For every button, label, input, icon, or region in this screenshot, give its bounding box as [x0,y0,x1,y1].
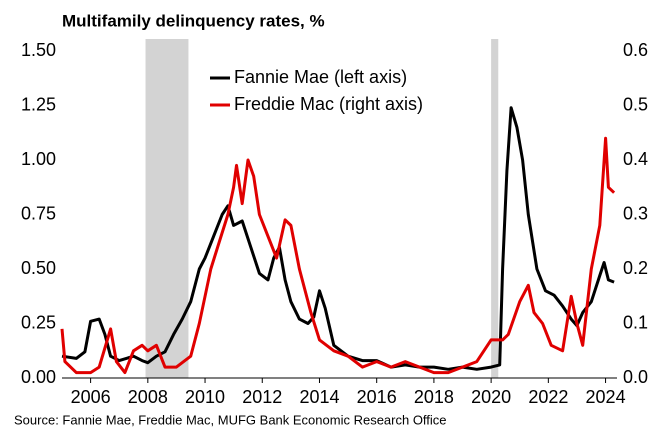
x-tick-label: 2006 [71,387,111,407]
x-tick-label: 2024 [586,387,626,407]
source-note: Source: Fannie Mae, Freddie Mac, MUFG Ba… [14,412,447,427]
x-tick-label: 2022 [528,387,568,407]
y-tick-label: 0.00 [21,367,56,387]
x-tick-label: 2014 [299,387,339,407]
y2-tick-label: 0.4 [623,149,648,169]
y2-tick-label: 0.3 [623,203,648,223]
y-tick-label: 1.50 [21,40,56,60]
legend-label: Fannie Mae (left axis) [234,67,407,87]
y2-tick-label: 0.6 [623,40,648,60]
recession-shade [145,39,189,378]
x-tick-label: 2010 [185,387,225,407]
x-tick-label: 2012 [242,387,282,407]
y-tick-label: 1.00 [21,149,56,169]
recession-shade [491,39,499,378]
x-tick-label: 2020 [471,387,511,407]
chart-title: Multifamily delinquency rates, % [62,11,325,30]
y-tick-label: 0.25 [21,312,56,332]
y2-tick-label: 0.2 [623,258,648,278]
series-line [60,136,616,375]
y2-tick-label: 0.0 [623,367,648,387]
x-tick-label: 2018 [414,387,454,407]
legend-label: Freddie Mac (right axis) [234,94,423,114]
series-line [61,106,615,371]
y2-tick-label: 0.1 [623,312,648,332]
y-tick-label: 0.75 [21,203,56,223]
y-tick-label: 0.50 [21,258,56,278]
x-tick-label: 2008 [128,387,168,407]
y2-tick-label: 0.5 [623,94,648,114]
y-tick-label: 1.25 [21,94,56,114]
x-tick-label: 2016 [357,387,397,407]
